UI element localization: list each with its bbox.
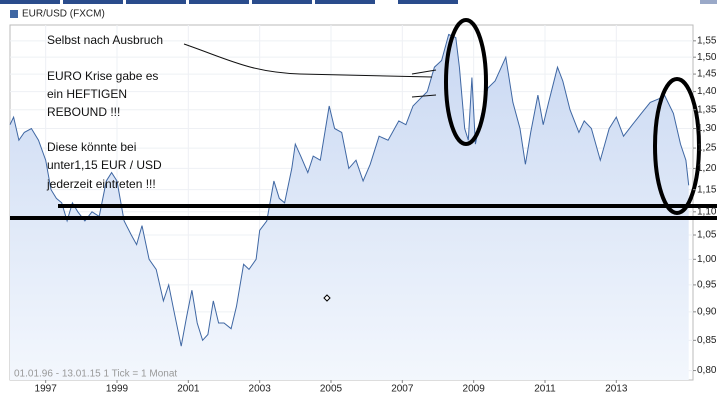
marker: [323, 294, 331, 302]
y-tick-label: 1,40: [697, 86, 717, 97]
y-tick-label: 1,30: [697, 123, 717, 134]
x-tick-label: 2009: [463, 384, 486, 395]
y-tick-label: 1,25: [697, 143, 717, 154]
x-tick-label: 2007: [391, 384, 414, 395]
x-tick-label: 2001: [177, 384, 200, 395]
annotation: REBOUND !!!: [47, 105, 120, 119]
y-tick-label: 1,55: [697, 35, 717, 46]
highlight-ellipses: [444, 18, 701, 215]
x-tick-label: 2011: [534, 384, 556, 395]
top-tabs: [0, 0, 717, 4]
annotation: ein HEFTIGEN: [47, 87, 127, 101]
y-tick-label: 1,15: [697, 184, 717, 195]
arrows: [183, 43, 437, 98]
y-tick-label: 0,80: [697, 365, 717, 376]
y-tick-label: 1,35: [697, 104, 717, 115]
y-tick-label: 0,95: [697, 280, 717, 291]
legend-label: EUR/USD (FXCM): [22, 9, 105, 20]
annotations: Selbst nach Ausbruch EURO Krise gabe es …: [46, 33, 163, 191]
x-tick-label: 1997: [35, 384, 58, 395]
y-tick-label: 0,90: [697, 306, 717, 317]
y-tick-label: 1,50: [697, 52, 717, 63]
x-tick-label: 2003: [249, 384, 272, 395]
legend-swatch: [10, 10, 18, 18]
y-tick-label: 0,85: [697, 335, 717, 346]
annotation: Diese könnte bei: [47, 140, 136, 154]
annotation: unter1,15 EUR / USD: [47, 158, 162, 172]
line: [9, 33, 690, 347]
annotation: jederzeit eintreten !!!: [46, 177, 156, 191]
y-tick-label: 1,00: [697, 254, 717, 265]
annotation: EURO Krise gabe es: [47, 69, 158, 83]
x-tick-label: 1999: [106, 384, 129, 395]
x-tick-label: 2005: [320, 384, 343, 395]
support-lines: [10, 204, 717, 220]
y-tick-label: 1,20: [697, 163, 717, 174]
y-tick-label: 1,45: [697, 69, 717, 80]
annotation: Selbst nach Ausbruch: [47, 33, 163, 47]
y-tick-label: 1,10: [697, 206, 717, 217]
x-tick-label: 2013: [605, 384, 628, 395]
footer: 01.01.96 - 13.01.15 1 Tick = 1 Monat: [14, 369, 177, 380]
y-tick-label: 1,05: [697, 230, 717, 241]
